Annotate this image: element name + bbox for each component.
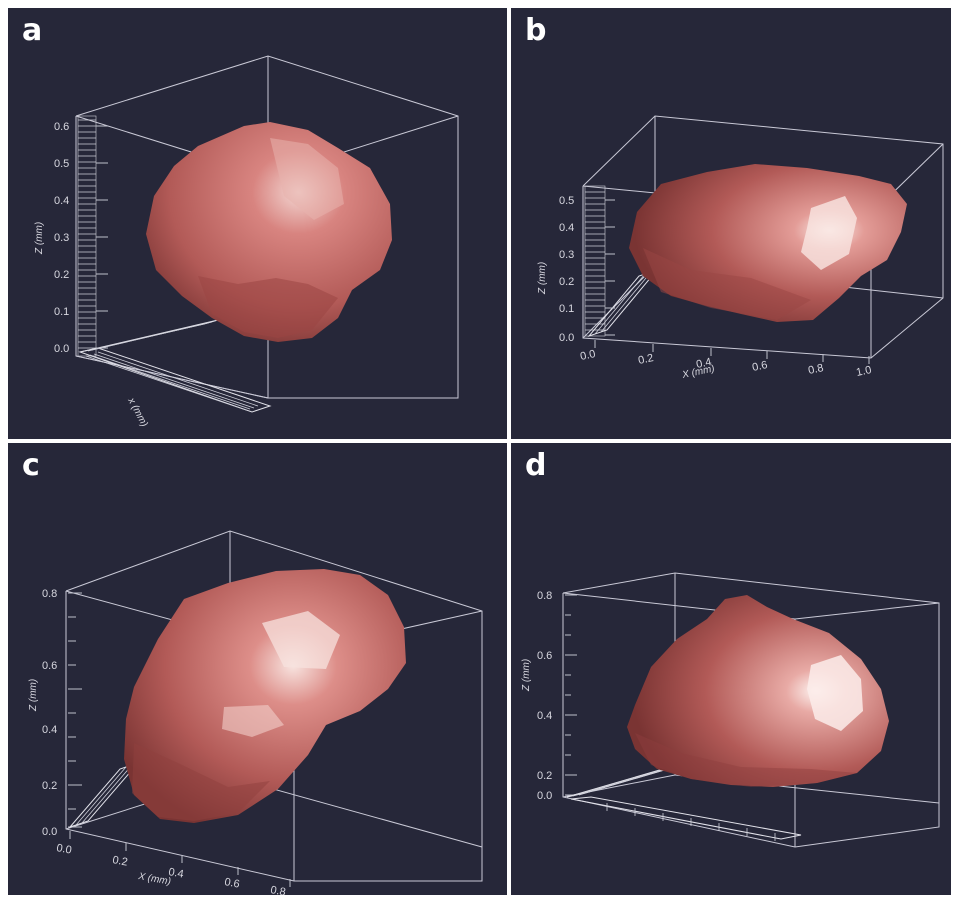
z-ticks-a — [96, 125, 108, 349]
render-3d-b: 0.5 0.4 0.3 0.2 0.1 0.0 Z (mm) 0.0 0.2 0… — [537, 115, 944, 381]
x-tick-c-0: 0.0 — [55, 842, 72, 856]
z-tick-d-2: 0.4 — [537, 710, 552, 722]
z-tick-a-0: 0.6 — [54, 121, 69, 133]
z-tick-a-1: 0.5 — [54, 158, 69, 170]
x-axis-title-b: X (mm) — [680, 363, 715, 381]
z-ticks-d — [565, 594, 577, 796]
x-tick-c-2: 0.4 — [167, 866, 184, 880]
z-axis-title-c: Z (mm) — [28, 679, 39, 712]
panel-c: 0.8 0.6 0.4 0.2 0.0 Z (mm) 0.0 0.2 0.4 0… — [8, 443, 507, 895]
x-tick-b-4: 0.8 — [807, 362, 824, 377]
z-tick-c-2: 0.4 — [42, 724, 57, 736]
z-tick-a-4: 0.2 — [54, 269, 69, 281]
z-axis-hatch-a — [77, 115, 97, 357]
render-3d-d: 0.8 0.6 0.4 0.2 0.0 Z (mm) — [521, 572, 940, 848]
panel-d: 0.8 0.6 0.4 0.2 0.0 Z (mm) d — [511, 443, 951, 895]
panel-label-c: c — [22, 448, 40, 483]
panel-label-a: a — [22, 13, 43, 48]
x-ticks-c — [69, 831, 291, 887]
z-tick-d-4: 0.0 — [537, 790, 552, 802]
z-tick-b-5: 0.0 — [559, 332, 574, 344]
x-tick-b-2: 0.4 — [695, 356, 712, 371]
z-axis-title-a: Z (mm) — [34, 222, 45, 255]
z-axis-title-b: Z (mm) — [537, 262, 548, 295]
x-tick-c-1: 0.2 — [111, 854, 128, 868]
z-tick-a-6: 0.0 — [54, 343, 69, 355]
z-axis-title-d: Z (mm) — [521, 659, 532, 692]
z-ticks-b — [605, 199, 615, 336]
z-tick-b-1: 0.4 — [559, 222, 574, 234]
z-tick-a-2: 0.4 — [54, 195, 69, 207]
z-tick-c-3: 0.2 — [42, 780, 57, 792]
surface-d — [627, 595, 889, 787]
z-tick-b-2: 0.3 — [559, 249, 574, 261]
panel-a: 0.6 0.5 0.4 0.3 0.2 0.1 0.0 Z (mm) x (mm… — [8, 8, 507, 439]
x-tick-c-3: 0.6 — [223, 876, 240, 890]
z-tick-b-0: 0.5 — [559, 195, 574, 207]
z-tick-c-0: 0.8 — [42, 588, 57, 600]
panel-b: 0.5 0.4 0.3 0.2 0.1 0.0 Z (mm) 0.0 0.2 0… — [511, 8, 951, 439]
z-tick-d-0: 0.8 — [537, 590, 552, 602]
z-tick-a-5: 0.1 — [54, 306, 69, 318]
x-tick-b-5: 1.0 — [855, 364, 872, 379]
render-3d-a: 0.6 0.5 0.4 0.3 0.2 0.1 0.0 Z (mm) x (mm… — [34, 55, 459, 429]
x-axis-title-c: X (mm) — [136, 871, 171, 888]
x-axis-title-a: x (mm) — [125, 395, 150, 429]
z-tick-b-3: 0.2 — [559, 276, 574, 288]
z-tick-b-4: 0.1 — [559, 303, 574, 315]
panel-label-b: b — [525, 13, 547, 48]
x-tick-c-4: 0.8 — [269, 884, 286, 895]
render-3d-c: 0.8 0.6 0.4 0.2 0.0 Z (mm) 0.0 0.2 0.4 0… — [28, 530, 483, 895]
x-tick-b-1: 0.2 — [637, 352, 654, 367]
z-tick-c-1: 0.6 — [42, 660, 57, 672]
z-tick-a-3: 0.3 — [54, 232, 69, 244]
z-tick-c-4: 0.0 — [42, 826, 57, 838]
panel-label-d: d — [525, 448, 547, 483]
z-ticks-c — [68, 592, 82, 828]
x-tick-b-3: 0.6 — [751, 359, 768, 374]
x-ticks-b — [594, 340, 870, 364]
z-tick-d-3: 0.2 — [537, 770, 552, 782]
x-tick-b-0: 0.0 — [579, 348, 596, 363]
z-tick-d-1: 0.6 — [537, 650, 552, 662]
